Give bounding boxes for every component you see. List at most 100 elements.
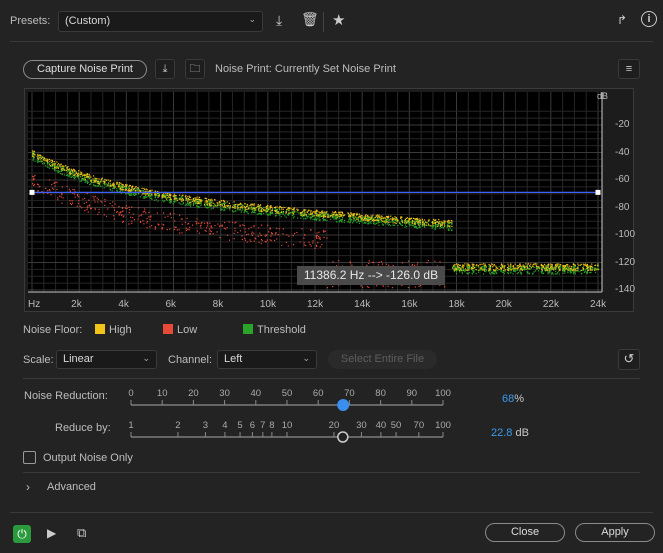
reduce-by-readout[interactable]: 22.8 dB [491, 427, 529, 439]
low-point [93, 199, 95, 201]
close-button[interactable]: Close [485, 523, 565, 542]
chevron-right-icon[interactable]: › [26, 480, 30, 494]
scale-dropdown[interactable]: Linear ⌄ [56, 350, 157, 369]
high-point [184, 195, 187, 198]
threshold-point [525, 265, 527, 268]
reduce-by-slider[interactable]: 1 2 3 4 5 6 7 8 10 20 30 40 50 70 100 [0, 412, 663, 452]
noise-floor-graph[interactable] [0, 0, 663, 320]
threshold-point [265, 210, 268, 212]
threshold-point [468, 265, 470, 268]
low-point [45, 187, 47, 190]
noise-print-status: Noise Print: Currently Set Noise Print [215, 63, 396, 75]
channel-value: Left [224, 353, 243, 365]
folder-icon[interactable]: 🗀 [185, 59, 205, 79]
high-point [151, 193, 153, 195]
threshold-point [520, 267, 522, 269]
advanced-toggle[interactable]: Advanced [47, 481, 96, 493]
threshold-point [292, 217, 294, 219]
routing-icon[interactable]: ↱ [617, 13, 628, 27]
high-point [187, 201, 189, 203]
low-point [372, 261, 374, 264]
reduce-by-value[interactable]: 22.8 [491, 427, 513, 439]
threshold-point [271, 208, 273, 211]
threshold-point [586, 272, 588, 274]
low-point [292, 243, 295, 246]
threshold-point [63, 174, 66, 176]
star-icon[interactable]: ★ [332, 12, 346, 29]
loop-export-icon[interactable]: ⧉ [77, 525, 87, 540]
threshold-point [414, 220, 416, 222]
threshold-point [143, 196, 145, 198]
noise-reduction-slider[interactable]: 0 10 20 30 40 50 60 70 80 90 100 [0, 380, 663, 420]
high-point [595, 267, 597, 269]
high-point [342, 212, 344, 215]
save-noise-print-icon[interactable]: ⤓ [155, 59, 175, 79]
threshold-point [567, 270, 569, 272]
high-point [347, 212, 349, 214]
high-point [450, 220, 453, 222]
threshold-point [524, 269, 526, 271]
high-point [377, 220, 379, 222]
threshold-point [378, 218, 380, 220]
low-point [317, 236, 320, 238]
high-point [72, 168, 75, 170]
low-point [209, 233, 212, 235]
slider-tick-label: 3 [203, 420, 208, 431]
high-point [434, 219, 436, 222]
presets-dropdown[interactable]: (Custom) ⌄ [58, 11, 263, 32]
high-point [558, 266, 561, 268]
trash-icon[interactable]: 🗑 [301, 11, 319, 27]
high-point [375, 215, 377, 217]
threshold-point [369, 217, 371, 219]
power-icon[interactable]: ⏻ [13, 525, 31, 543]
apply-button[interactable]: Apply [575, 523, 655, 542]
threshold-point [369, 222, 371, 224]
chevron-down-icon: ⌄ [248, 14, 256, 24]
save-preset-icon[interactable]: ⤓ [276, 12, 283, 28]
high-point [57, 167, 59, 170]
high-point [224, 205, 226, 207]
low-point [82, 198, 84, 200]
select-entire-file-button[interactable]: Select Entire File [328, 350, 437, 369]
low-point [219, 237, 221, 239]
high-point [395, 222, 397, 224]
threshold-point [410, 224, 412, 226]
threshold-point [358, 222, 360, 224]
high-point [255, 209, 257, 211]
high-point [593, 268, 595, 271]
threshold-point [423, 225, 426, 228]
high-point [322, 216, 325, 218]
threshold-point [569, 270, 571, 272]
high-point [415, 218, 418, 220]
high-point [354, 216, 357, 218]
low-point [381, 263, 384, 265]
play-icon[interactable]: ▶ [47, 526, 57, 540]
menu-icon[interactable]: ≡ [618, 59, 640, 79]
low-point [61, 186, 63, 188]
high-point [462, 264, 464, 266]
info-icon[interactable]: i [641, 11, 657, 27]
threshold-point [466, 267, 468, 269]
low-point [148, 216, 150, 218]
threshold-point [333, 217, 335, 219]
channel-dropdown[interactable]: Left ⌄ [217, 350, 317, 369]
reset-icon[interactable]: ↺ [618, 349, 640, 370]
threshold-point [373, 222, 375, 224]
threshold-point [381, 217, 383, 219]
high-point [125, 184, 127, 186]
threshold-point [438, 224, 440, 226]
high-point [250, 204, 252, 206]
high-point [566, 264, 568, 266]
low-point [195, 220, 197, 223]
noise-reduction-value[interactable]: 68 [502, 393, 515, 405]
threshold-point [221, 203, 223, 205]
capture-noise-print-button[interactable]: Capture Noise Print [23, 60, 147, 79]
threshold-point [533, 266, 535, 268]
threshold-point [414, 220, 416, 222]
output-noise-only-checkbox[interactable] [23, 451, 36, 464]
threshold-point [484, 265, 487, 267]
high-point [337, 214, 339, 216]
high-point [69, 173, 72, 175]
noise-reduction-readout[interactable]: 68% [502, 393, 524, 405]
threshold-point [200, 205, 202, 207]
